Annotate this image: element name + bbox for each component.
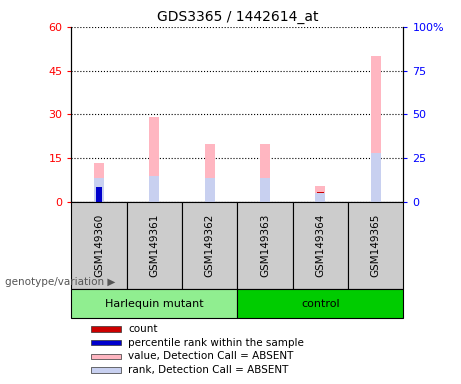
Bar: [94, 178, 104, 202]
Text: GSM149360: GSM149360: [94, 214, 104, 277]
Bar: [96, 187, 102, 202]
Text: rank, Detection Call = ABSENT: rank, Detection Call = ABSENT: [128, 365, 288, 375]
Bar: [182, 202, 237, 290]
Text: Harlequin mutant: Harlequin mutant: [105, 299, 204, 309]
Bar: [91, 340, 121, 346]
Bar: [127, 202, 182, 290]
Bar: [315, 193, 325, 202]
Text: count: count: [128, 324, 157, 334]
Text: control: control: [301, 299, 340, 309]
Bar: [205, 144, 215, 202]
Bar: [371, 56, 381, 202]
Bar: [91, 354, 121, 359]
Bar: [317, 192, 324, 202]
Bar: [371, 153, 381, 202]
Bar: [71, 202, 127, 290]
Text: GSM149365: GSM149365: [371, 214, 381, 277]
Bar: [315, 186, 325, 202]
Text: GSM149364: GSM149364: [315, 214, 325, 277]
Bar: [149, 118, 160, 202]
Text: GSM149361: GSM149361: [149, 214, 160, 277]
Bar: [71, 290, 237, 318]
Bar: [348, 202, 403, 290]
Bar: [237, 202, 293, 290]
Bar: [96, 187, 102, 202]
Text: GSM149363: GSM149363: [260, 214, 270, 277]
Title: GDS3365 / 1442614_at: GDS3365 / 1442614_at: [157, 10, 318, 25]
Bar: [237, 290, 403, 318]
Bar: [260, 144, 270, 202]
Bar: [260, 178, 270, 202]
Text: percentile rank within the sample: percentile rank within the sample: [128, 338, 304, 348]
Bar: [94, 162, 104, 202]
Bar: [293, 202, 348, 290]
Text: value, Detection Call = ABSENT: value, Detection Call = ABSENT: [128, 351, 293, 361]
Bar: [205, 178, 215, 202]
Bar: [91, 367, 121, 373]
Text: genotype/variation ▶: genotype/variation ▶: [5, 277, 115, 287]
Text: GSM149362: GSM149362: [205, 214, 215, 277]
Bar: [91, 326, 121, 332]
Bar: [149, 176, 160, 202]
